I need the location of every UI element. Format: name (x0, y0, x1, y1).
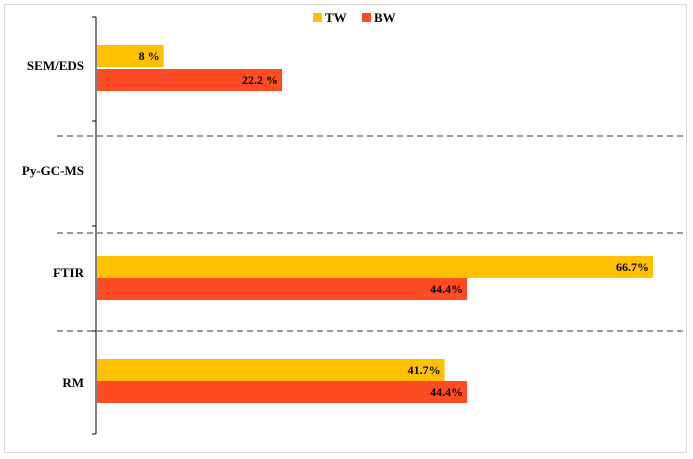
category-label-rm: RM (62, 375, 84, 390)
legend-swatch-bw (362, 13, 371, 22)
data-label-bw-rm: 44.4% (430, 385, 463, 399)
bar-tw-ftir (97, 256, 653, 278)
legend-swatch-tw (313, 13, 322, 22)
bar-bw-ftir (97, 278, 468, 300)
data-label-tw-rm: 41.7% (408, 363, 441, 377)
bar-tw-rm (97, 359, 445, 381)
bar-tw-sem-eds (97, 45, 164, 67)
legend-label-tw: TW (325, 10, 347, 25)
data-label-tw-sem-eds: 8 % (139, 49, 160, 63)
category-label-ftir: FTIR (53, 265, 85, 280)
bar-bw-sem-eds (97, 69, 283, 91)
legend-label-bw: BW (374, 10, 396, 25)
data-label-bw-sem-eds: 22.2 % (242, 73, 278, 87)
data-label-bw-ftir: 44.4% (430, 282, 463, 296)
data-label-tw-ftir: 66.7% (616, 260, 649, 274)
bar-bw-rm (97, 381, 468, 403)
category-label-py-gc-ms: Py-GC-MS (22, 163, 84, 178)
category-label-sem-eds: SEM/EDS (27, 58, 84, 73)
